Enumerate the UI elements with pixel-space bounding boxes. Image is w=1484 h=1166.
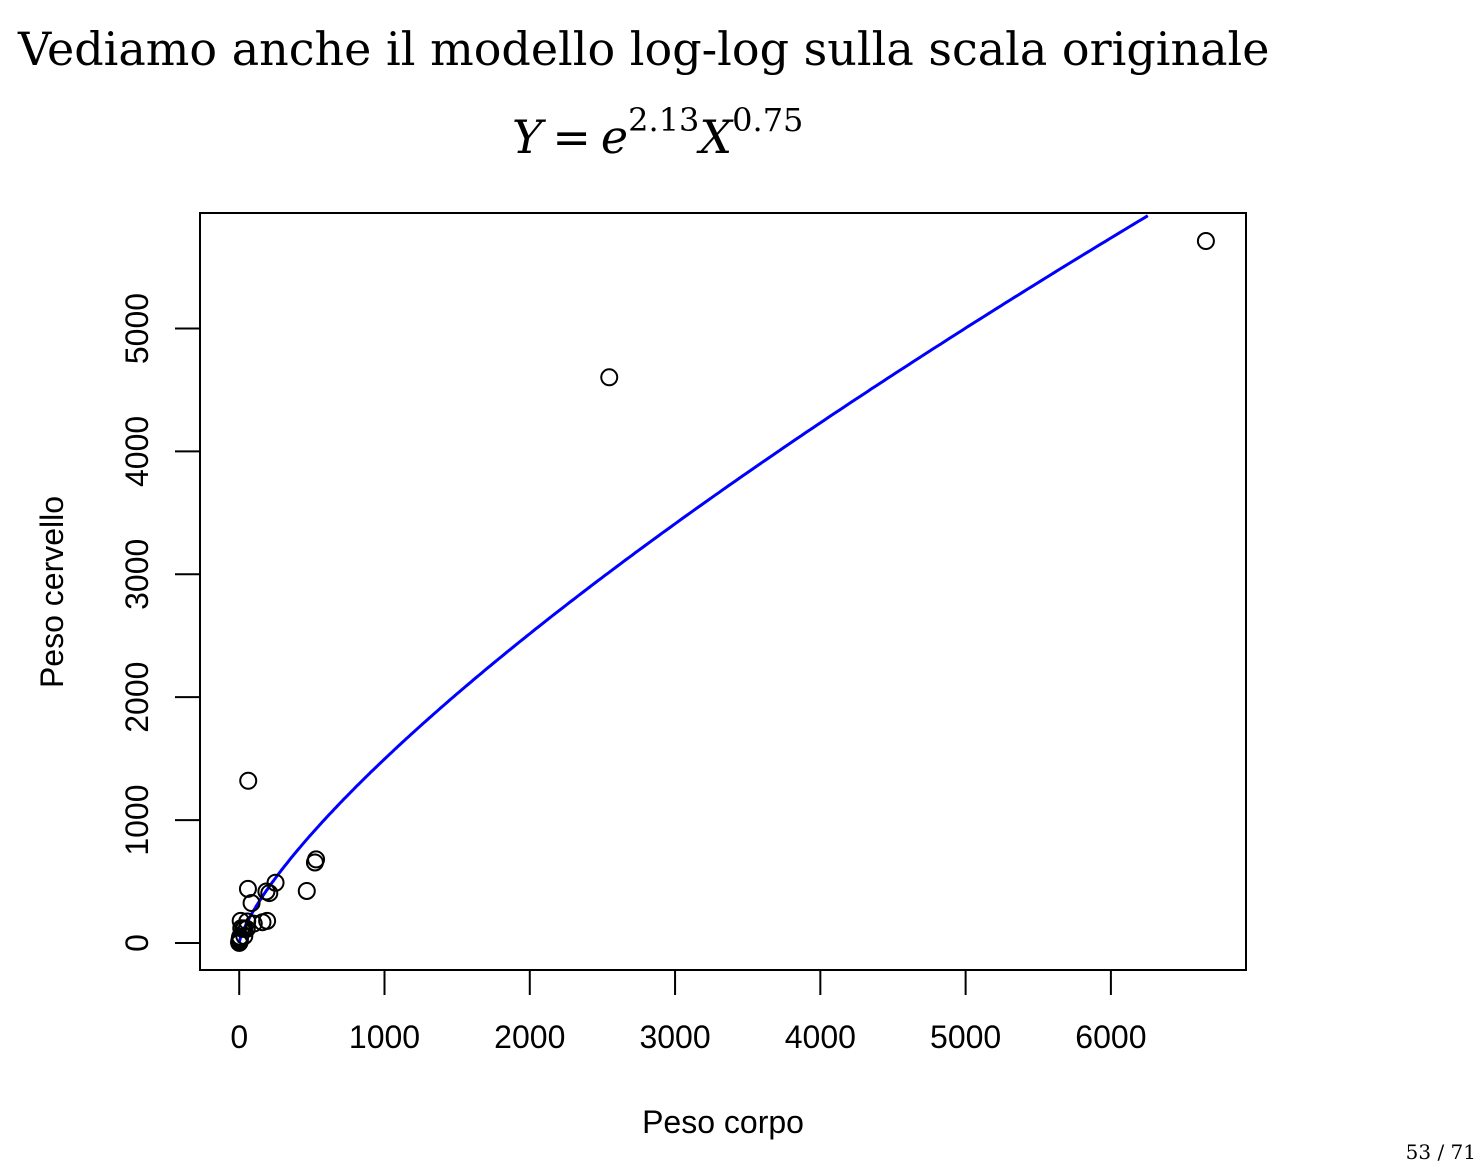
data-point <box>230 932 249 951</box>
formula-y: Y <box>512 110 543 164</box>
x-tick-label: 1000 <box>349 1019 420 1055</box>
y-tick-label: 0 <box>119 934 155 952</box>
y-tick-label: 5000 <box>119 293 155 364</box>
page-number: 53 / 71 <box>1405 1140 1476 1164</box>
x-tick-label: 5000 <box>930 1019 1001 1055</box>
model-formula: Y = e2.13X0.75 <box>512 104 803 160</box>
x-axis-label: Peso corpo <box>642 1104 804 1140</box>
y-tick-label: 3000 <box>119 539 155 610</box>
x-tick-label: 3000 <box>639 1019 710 1055</box>
formula-e-exponent: 2.13 <box>628 101 700 139</box>
data-point <box>238 879 257 898</box>
formula-x: X <box>699 110 733 164</box>
y-axis: 0 1000 2000 3000 4000 5000 <box>119 293 201 952</box>
plot-area <box>230 214 1215 952</box>
formula-equals: = <box>552 110 591 164</box>
y-tick-label: 1000 <box>119 784 155 855</box>
y-axis-label: Peso cervello <box>34 496 70 688</box>
x-axis: 0 1000 2000 3000 4000 5000 6000 <box>230 969 1146 1055</box>
plot-frame <box>199 212 1247 971</box>
y-tick-label: 2000 <box>119 662 155 733</box>
formula-x-exponent: 0.75 <box>732 101 804 139</box>
data-point <box>257 882 276 901</box>
fit-curve <box>237 214 1149 944</box>
data-point <box>600 368 619 387</box>
x-tick-label: 0 <box>230 1019 248 1055</box>
x-tick-label: 6000 <box>1075 1019 1146 1055</box>
formula-e: e <box>600 110 629 164</box>
slide-title: Vediamo anche il modello log-log sulla s… <box>18 22 1270 76</box>
data-point <box>1196 232 1215 251</box>
data-point <box>239 771 258 790</box>
data-point <box>307 850 326 869</box>
data-point <box>232 919 251 938</box>
y-tick-label: 4000 <box>119 416 155 487</box>
x-tick-label: 2000 <box>494 1019 565 1055</box>
data-point <box>297 881 316 900</box>
x-tick-label: 4000 <box>785 1019 856 1055</box>
